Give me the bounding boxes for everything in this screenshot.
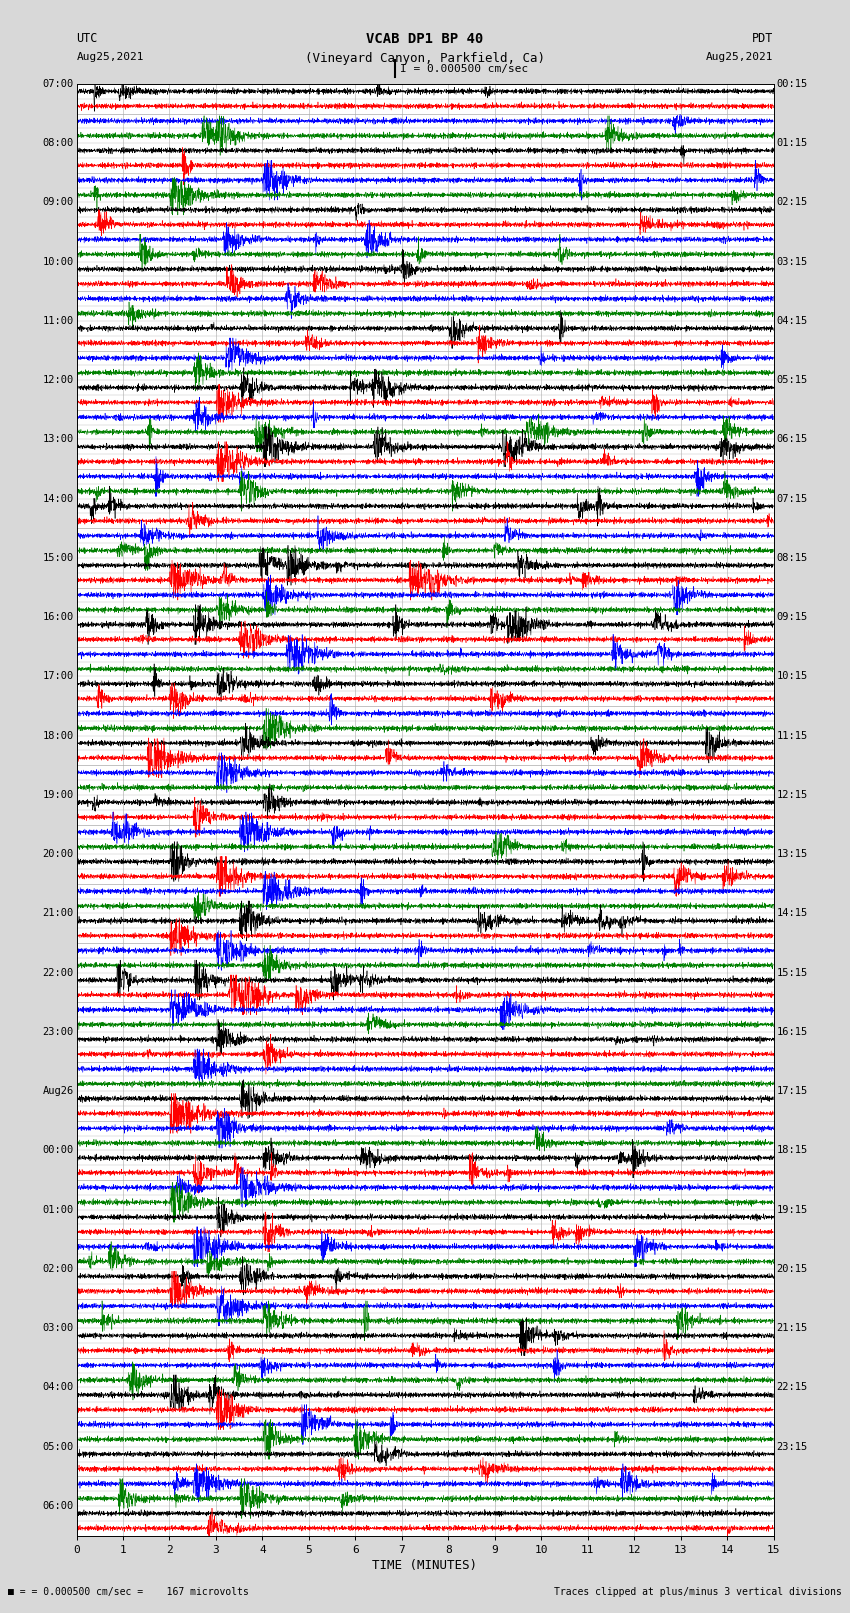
Text: 13:00: 13:00 xyxy=(42,434,74,445)
Text: 16:00: 16:00 xyxy=(42,613,74,623)
Text: 11:15: 11:15 xyxy=(776,731,808,740)
Text: 11:00: 11:00 xyxy=(42,316,74,326)
Text: 17:00: 17:00 xyxy=(42,671,74,681)
Text: 00:15: 00:15 xyxy=(776,79,808,89)
Text: 04:00: 04:00 xyxy=(42,1382,74,1392)
Text: 19:15: 19:15 xyxy=(776,1205,808,1215)
Text: 08:15: 08:15 xyxy=(776,553,808,563)
Text: 23:15: 23:15 xyxy=(776,1442,808,1452)
Text: ■ = = 0.000500 cm/sec =    167 microvolts: ■ = = 0.000500 cm/sec = 167 microvolts xyxy=(8,1587,249,1597)
Text: 03:15: 03:15 xyxy=(776,256,808,266)
Text: 21:00: 21:00 xyxy=(42,908,74,918)
Text: 09:15: 09:15 xyxy=(776,613,808,623)
Text: 01:15: 01:15 xyxy=(776,139,808,148)
Text: 15:15: 15:15 xyxy=(776,968,808,977)
Text: 18:15: 18:15 xyxy=(776,1145,808,1155)
Text: 02:00: 02:00 xyxy=(42,1265,74,1274)
Text: 09:00: 09:00 xyxy=(42,197,74,208)
Text: PDT: PDT xyxy=(752,32,774,45)
Text: 12:15: 12:15 xyxy=(776,790,808,800)
Text: 10:00: 10:00 xyxy=(42,256,74,266)
Text: 20:00: 20:00 xyxy=(42,848,74,860)
Text: 01:00: 01:00 xyxy=(42,1205,74,1215)
X-axis label: TIME (MINUTES): TIME (MINUTES) xyxy=(372,1558,478,1571)
Text: Traces clipped at plus/minus 3 vertical divisions: Traces clipped at plus/minus 3 vertical … xyxy=(553,1587,842,1597)
Text: 05:15: 05:15 xyxy=(776,376,808,386)
Text: 19:00: 19:00 xyxy=(42,790,74,800)
Text: 21:15: 21:15 xyxy=(776,1323,808,1334)
Text: UTC: UTC xyxy=(76,32,98,45)
Text: Aug26: Aug26 xyxy=(42,1086,74,1097)
Text: 14:00: 14:00 xyxy=(42,494,74,503)
Text: 18:00: 18:00 xyxy=(42,731,74,740)
Text: 07:00: 07:00 xyxy=(42,79,74,89)
Text: 16:15: 16:15 xyxy=(776,1027,808,1037)
Text: 10:15: 10:15 xyxy=(776,671,808,681)
Text: 12:00: 12:00 xyxy=(42,376,74,386)
Text: 20:15: 20:15 xyxy=(776,1265,808,1274)
Text: 00:00: 00:00 xyxy=(42,1145,74,1155)
Text: Aug25,2021: Aug25,2021 xyxy=(706,52,774,61)
Text: 13:15: 13:15 xyxy=(776,848,808,860)
Text: 06:15: 06:15 xyxy=(776,434,808,445)
Text: 05:00: 05:00 xyxy=(42,1442,74,1452)
Text: 04:15: 04:15 xyxy=(776,316,808,326)
Text: 06:00: 06:00 xyxy=(42,1502,74,1511)
Text: 22:00: 22:00 xyxy=(42,968,74,977)
Text: 08:00: 08:00 xyxy=(42,139,74,148)
Text: 17:15: 17:15 xyxy=(776,1086,808,1097)
Text: 07:15: 07:15 xyxy=(776,494,808,503)
Text: 03:00: 03:00 xyxy=(42,1323,74,1334)
Text: 14:15: 14:15 xyxy=(776,908,808,918)
Text: 15:00: 15:00 xyxy=(42,553,74,563)
Text: 02:15: 02:15 xyxy=(776,197,808,208)
Text: 23:00: 23:00 xyxy=(42,1027,74,1037)
Text: VCAB DP1 BP 40: VCAB DP1 BP 40 xyxy=(366,32,484,47)
Text: 22:15: 22:15 xyxy=(776,1382,808,1392)
Text: I = 0.000500 cm/sec: I = 0.000500 cm/sec xyxy=(400,65,528,74)
Text: Aug25,2021: Aug25,2021 xyxy=(76,52,144,61)
Text: (Vineyard Canyon, Parkfield, Ca): (Vineyard Canyon, Parkfield, Ca) xyxy=(305,52,545,65)
